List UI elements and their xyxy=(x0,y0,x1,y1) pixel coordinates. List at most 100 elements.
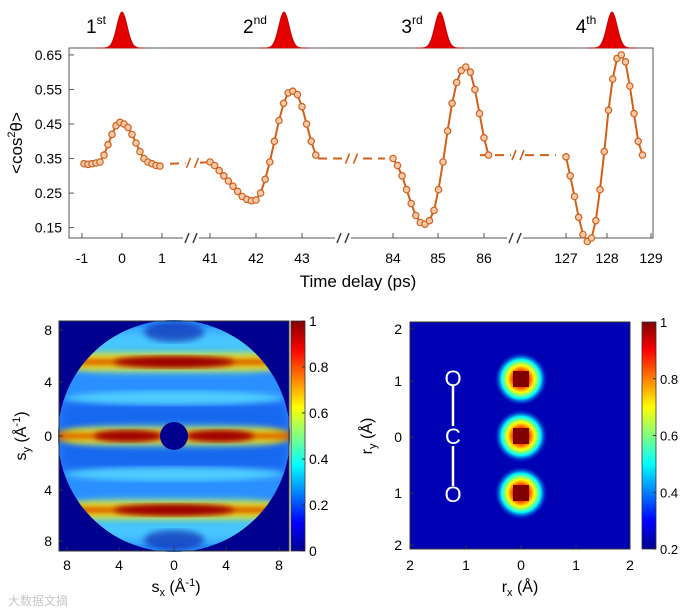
data-point xyxy=(430,206,438,215)
pulse-label: 4th xyxy=(576,13,597,38)
data-point xyxy=(393,161,402,170)
axis-breaks xyxy=(183,232,523,244)
gap-break-slash xyxy=(511,149,517,161)
colorbar-tick-label: 0.8 xyxy=(309,359,329,375)
gap-break-slash xyxy=(193,157,200,169)
data-point xyxy=(475,109,484,118)
sx-axis-label: sx (Å-1) xyxy=(151,577,200,599)
data-point xyxy=(471,85,479,94)
data-point xyxy=(302,120,311,128)
sx-tick-label: 8 xyxy=(63,557,71,573)
data-point xyxy=(425,216,434,225)
colorbar-tick-label: 1 xyxy=(309,313,317,329)
sx-tick-label: 4 xyxy=(115,557,123,573)
y-tick-label: 0.35 xyxy=(35,151,62,167)
colorbar-tick-label: 0.6 xyxy=(309,405,329,421)
rx-axis-label: rx (Å) xyxy=(502,577,539,599)
data-point xyxy=(587,234,596,242)
atom-label-o-top: O xyxy=(444,366,461,391)
data-point xyxy=(443,127,452,135)
colorbar-right-ticks: 0.2 0.4 0.6 0.8 1 xyxy=(653,315,678,557)
data-point xyxy=(566,172,575,180)
sy-axis: 8 4 0 4 8 xyxy=(44,322,63,549)
y-tick-label: 0.25 xyxy=(35,185,62,201)
data-point xyxy=(265,158,274,166)
y-axis: 0.15 0.25 0.35 0.45 0.55 0.65 xyxy=(35,47,74,236)
x-tick-label: 41 xyxy=(202,250,218,266)
data-point xyxy=(452,78,461,87)
data-point xyxy=(210,161,219,170)
data-point xyxy=(389,154,397,163)
data-point xyxy=(108,130,116,139)
data-point xyxy=(407,199,416,208)
y-tick-label: 0.15 xyxy=(35,220,62,236)
data-point xyxy=(270,137,279,146)
data-point xyxy=(229,182,237,191)
ry-tick-label: 2 xyxy=(394,537,402,553)
x-tick-label: 84 xyxy=(385,250,401,266)
watermark: 大数据文摘 xyxy=(8,593,68,608)
diffraction-image xyxy=(58,320,290,552)
gap-break-bg xyxy=(185,155,200,170)
data-point xyxy=(293,90,302,99)
y-axis-label: <cos2θ> xyxy=(6,112,26,174)
sy-tick-label: 0 xyxy=(44,428,52,444)
sx-tick-label: 0 xyxy=(170,557,178,573)
x-tick-label: 43 xyxy=(294,250,310,266)
y-tick-label: 0.55 xyxy=(35,81,62,97)
data-point xyxy=(256,189,265,197)
data-point xyxy=(434,185,443,194)
x-tick-label: 85 xyxy=(430,250,446,266)
data-point xyxy=(596,185,604,194)
x-tick-label: 128 xyxy=(595,250,619,266)
axis-break-mark xyxy=(507,232,523,244)
data-point xyxy=(634,137,643,146)
data-point xyxy=(100,151,108,159)
ry-tick-label: 1 xyxy=(394,373,402,389)
x-axis: -1 0 1 41 42 43 84 85 86 127 128 129 xyxy=(76,233,663,266)
rx-tick-label: 0 xyxy=(517,557,525,573)
data-point xyxy=(156,162,164,170)
atom-label-c: C xyxy=(445,424,461,449)
colorbar-tick-label: 0.8 xyxy=(660,372,678,387)
x-tick-label: 86 xyxy=(476,250,492,266)
sy-tick-label: 4 xyxy=(44,374,52,390)
series-line-segment xyxy=(392,65,490,226)
x-tick-label: 129 xyxy=(639,250,663,266)
data-point xyxy=(570,192,579,201)
colorbar-left xyxy=(290,320,306,552)
data-point xyxy=(591,216,600,225)
data-point xyxy=(480,134,488,142)
rx-tick-label: 2 xyxy=(406,557,414,573)
data-point xyxy=(128,130,136,139)
plot-frame xyxy=(68,47,654,239)
axis-break-mark xyxy=(335,232,351,244)
data-point xyxy=(484,151,493,159)
atom-label-o-bottom: O xyxy=(444,482,461,507)
pump-pulse xyxy=(260,11,308,49)
data-point xyxy=(562,153,570,161)
colorbar-tick-label: 0.2 xyxy=(309,497,329,513)
gap-break-slash xyxy=(519,149,525,161)
y-tick-label: 0.45 xyxy=(35,116,62,132)
colorbar-tick-label: 0 xyxy=(309,543,317,559)
data-point xyxy=(608,75,617,83)
sy-axis-label: sy (Å-1) xyxy=(11,411,33,460)
gap-break-slash xyxy=(352,153,359,164)
sy-tick-label: 4 xyxy=(44,482,52,498)
pump-pulse xyxy=(98,11,146,49)
pump-pulse xyxy=(588,11,636,49)
pump-pulse xyxy=(416,11,464,49)
data-point xyxy=(279,99,288,108)
colorbar-left-ticks: 0 0.2 0.4 0.6 0.8 1 xyxy=(302,313,329,559)
ry-tick-label: 2 xyxy=(394,321,402,337)
pump-pulses: 1st 2nd 3rd 4th xyxy=(86,11,636,49)
data-point xyxy=(448,99,456,108)
data-point xyxy=(136,147,144,156)
data-point xyxy=(307,137,316,146)
x-tick-label: -1 xyxy=(76,250,89,266)
gap-break-slash xyxy=(344,153,351,164)
series-cos2theta xyxy=(80,51,647,246)
